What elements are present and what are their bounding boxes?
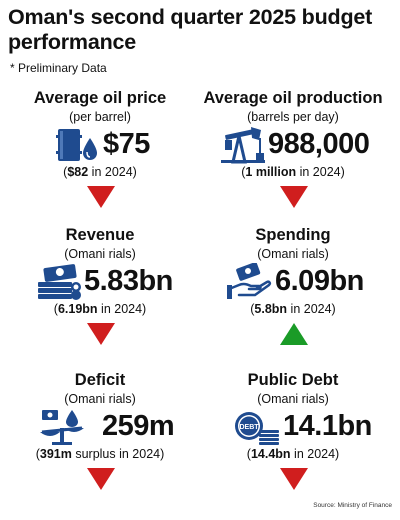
metric-card-oil-production: Average oil production (barrels per day)… — [193, 88, 393, 238]
metric-heading: Deficit — [74, 371, 126, 389]
down-arrow-icon — [279, 467, 309, 491]
svg-text:DEBT: DEBT — [239, 424, 259, 431]
metric-prior-year: (6.19bn in 2024) — [53, 302, 147, 316]
metric-heading: Public Debt — [247, 371, 339, 389]
metric-prior-year: (5.8bn in 2024) — [250, 302, 336, 316]
metric-value: 988,000 — [268, 128, 370, 160]
source-note: Source: Ministry of Finance — [313, 502, 392, 509]
metric-heading: Average oil production — [203, 89, 383, 107]
metric-heading: Average oil price — [33, 89, 167, 107]
metric-prior-year: (1 million in 2024) — [241, 165, 345, 179]
metric-unit: (Omani rials) — [257, 247, 329, 261]
oil-pump-jack-icon — [219, 126, 267, 164]
metric-unit: (per barrel) — [69, 110, 131, 124]
metric-value: 6.09bn — [275, 265, 364, 297]
metric-unit: (barrels per day) — [247, 110, 339, 124]
metric-card-deficit: Deficit (Omani rials) 259m (391m surplus… — [0, 370, 200, 520]
preliminary-note: * Preliminary Data — [10, 61, 107, 75]
hand-money-icon — [227, 262, 275, 301]
debt-coins-icon: DEBT — [233, 408, 281, 446]
down-arrow-icon — [86, 467, 116, 491]
down-arrow-icon — [279, 185, 309, 209]
metric-value: 259m — [102, 410, 175, 442]
metric-unit: (Omani rials) — [64, 247, 136, 261]
metric-prior-year: (391m surplus in 2024) — [35, 447, 165, 461]
metric-value: 14.1bn — [283, 410, 372, 442]
metric-heading: Revenue — [65, 226, 135, 244]
up-arrow-icon — [279, 322, 309, 346]
down-arrow-icon — [86, 185, 116, 209]
oil-barrel-drop-icon — [54, 126, 102, 164]
money-stack-icon — [36, 263, 84, 301]
page-title: Oman's second quarter 2025 budget perfor… — [8, 5, 373, 54]
scale-balance-icon — [38, 408, 86, 446]
metric-card-public-debt: Public Debt (Omani rials) DEBT 14.1bn (1… — [193, 370, 393, 520]
metric-unit: (Omani rials) — [64, 392, 136, 406]
metric-value: 5.83bn — [84, 265, 173, 297]
metric-heading: Spending — [255, 226, 331, 244]
metric-prior-year: ($82 in 2024) — [63, 165, 137, 179]
metric-value: $75 — [103, 128, 150, 160]
metric-card-spending: Spending (Omani rials) 6.09bn (5.8bn in … — [193, 225, 393, 375]
metric-card-oil-price: Average oil price (per barrel) $75 ($82 … — [0, 88, 200, 238]
metric-card-revenue: Revenue (Omani rials) 5.83bn (6.19bn in … — [0, 225, 200, 375]
down-arrow-icon — [86, 322, 116, 346]
metric-unit: (Omani rials) — [257, 392, 329, 406]
metric-prior-year: (14.4bn in 2024) — [246, 447, 340, 461]
